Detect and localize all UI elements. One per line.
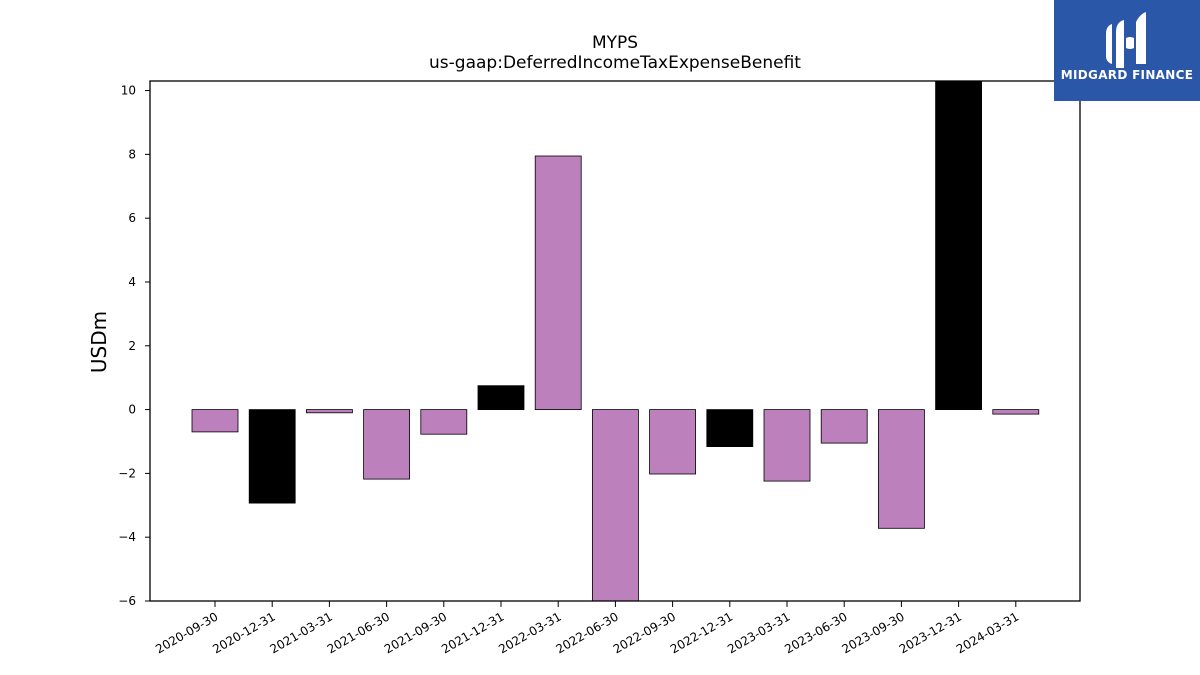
x-tick-label: 2020-12-31	[210, 609, 277, 656]
bar-2022-03-31	[534, 155, 582, 411]
x-tick-label: 2023-03-31	[725, 609, 792, 656]
bar-2023-06-30	[820, 409, 868, 444]
midgard-finance-logo: MIDGARD FINANCE	[1054, 0, 1200, 101]
x-tick-label: 2023-09-30	[839, 609, 906, 656]
x-tick-label: 2024-03-31	[954, 609, 1021, 656]
y-ticks-group: −6 −4 −2 0 2 4 6 8 10	[118, 84, 150, 608]
y-tick-label: 4	[128, 275, 136, 289]
y-tick-label: 0	[128, 403, 136, 417]
bar-2020-12-31	[248, 409, 296, 504]
logo-mark-icon	[1106, 12, 1146, 68]
bar-2021-03-31	[305, 409, 353, 414]
bar-2022-06-30	[592, 409, 639, 602]
x-tick-label: 2020-09-30	[153, 609, 220, 656]
bar-2020-09-30	[191, 409, 239, 433]
x-ticks-group: 2020-09-302020-12-312021-03-312021-06-30…	[153, 601, 1021, 656]
chart-title: MYPS	[592, 33, 638, 53]
plot-frame	[149, 80, 1081, 602]
y-tick-label: 8	[128, 147, 136, 161]
x-tick-label: 2023-06-30	[782, 609, 849, 656]
x-tick-label: 2022-12-31	[668, 609, 735, 656]
bar-2024-03-31	[992, 409, 1040, 415]
y-tick-label: −4	[118, 530, 136, 544]
y-tick-label: 6	[128, 211, 136, 225]
y-tick-label: 10	[121, 84, 136, 98]
y-axis-label: USDm	[87, 311, 111, 373]
x-tick-label: 2021-12-31	[439, 609, 506, 656]
x-tick-label: 2022-03-31	[496, 609, 563, 656]
y-tick-label: 2	[128, 339, 136, 353]
x-tick-label: 2021-09-30	[382, 609, 449, 656]
y-tick-label: −2	[118, 466, 136, 480]
x-tick-label: 2021-06-30	[325, 609, 392, 656]
bar-2023-09-30	[878, 409, 925, 529]
bar-2021-12-31	[477, 385, 525, 411]
y-tick-label: −6	[118, 594, 136, 608]
bar-2022-12-31	[706, 409, 754, 448]
logo-text: MIDGARD FINANCE	[1060, 68, 1194, 82]
bar-2023-12-31	[935, 80, 982, 411]
bars-group	[191, 80, 1040, 602]
x-tick-label: 2022-09-30	[611, 609, 678, 656]
bar-2021-06-30	[363, 409, 411, 480]
bar-2021-09-30	[420, 409, 468, 435]
x-tick-label: 2021-03-31	[267, 609, 334, 656]
x-tick-label: 2022-06-30	[553, 609, 620, 656]
x-tick-label: 2023-12-31	[897, 609, 964, 656]
bar-2022-09-30	[649, 409, 696, 475]
chart-subtitle: us-gaap:DeferredIncomeTaxExpenseBenefit	[429, 53, 801, 73]
bar-2023-03-31	[763, 409, 811, 482]
